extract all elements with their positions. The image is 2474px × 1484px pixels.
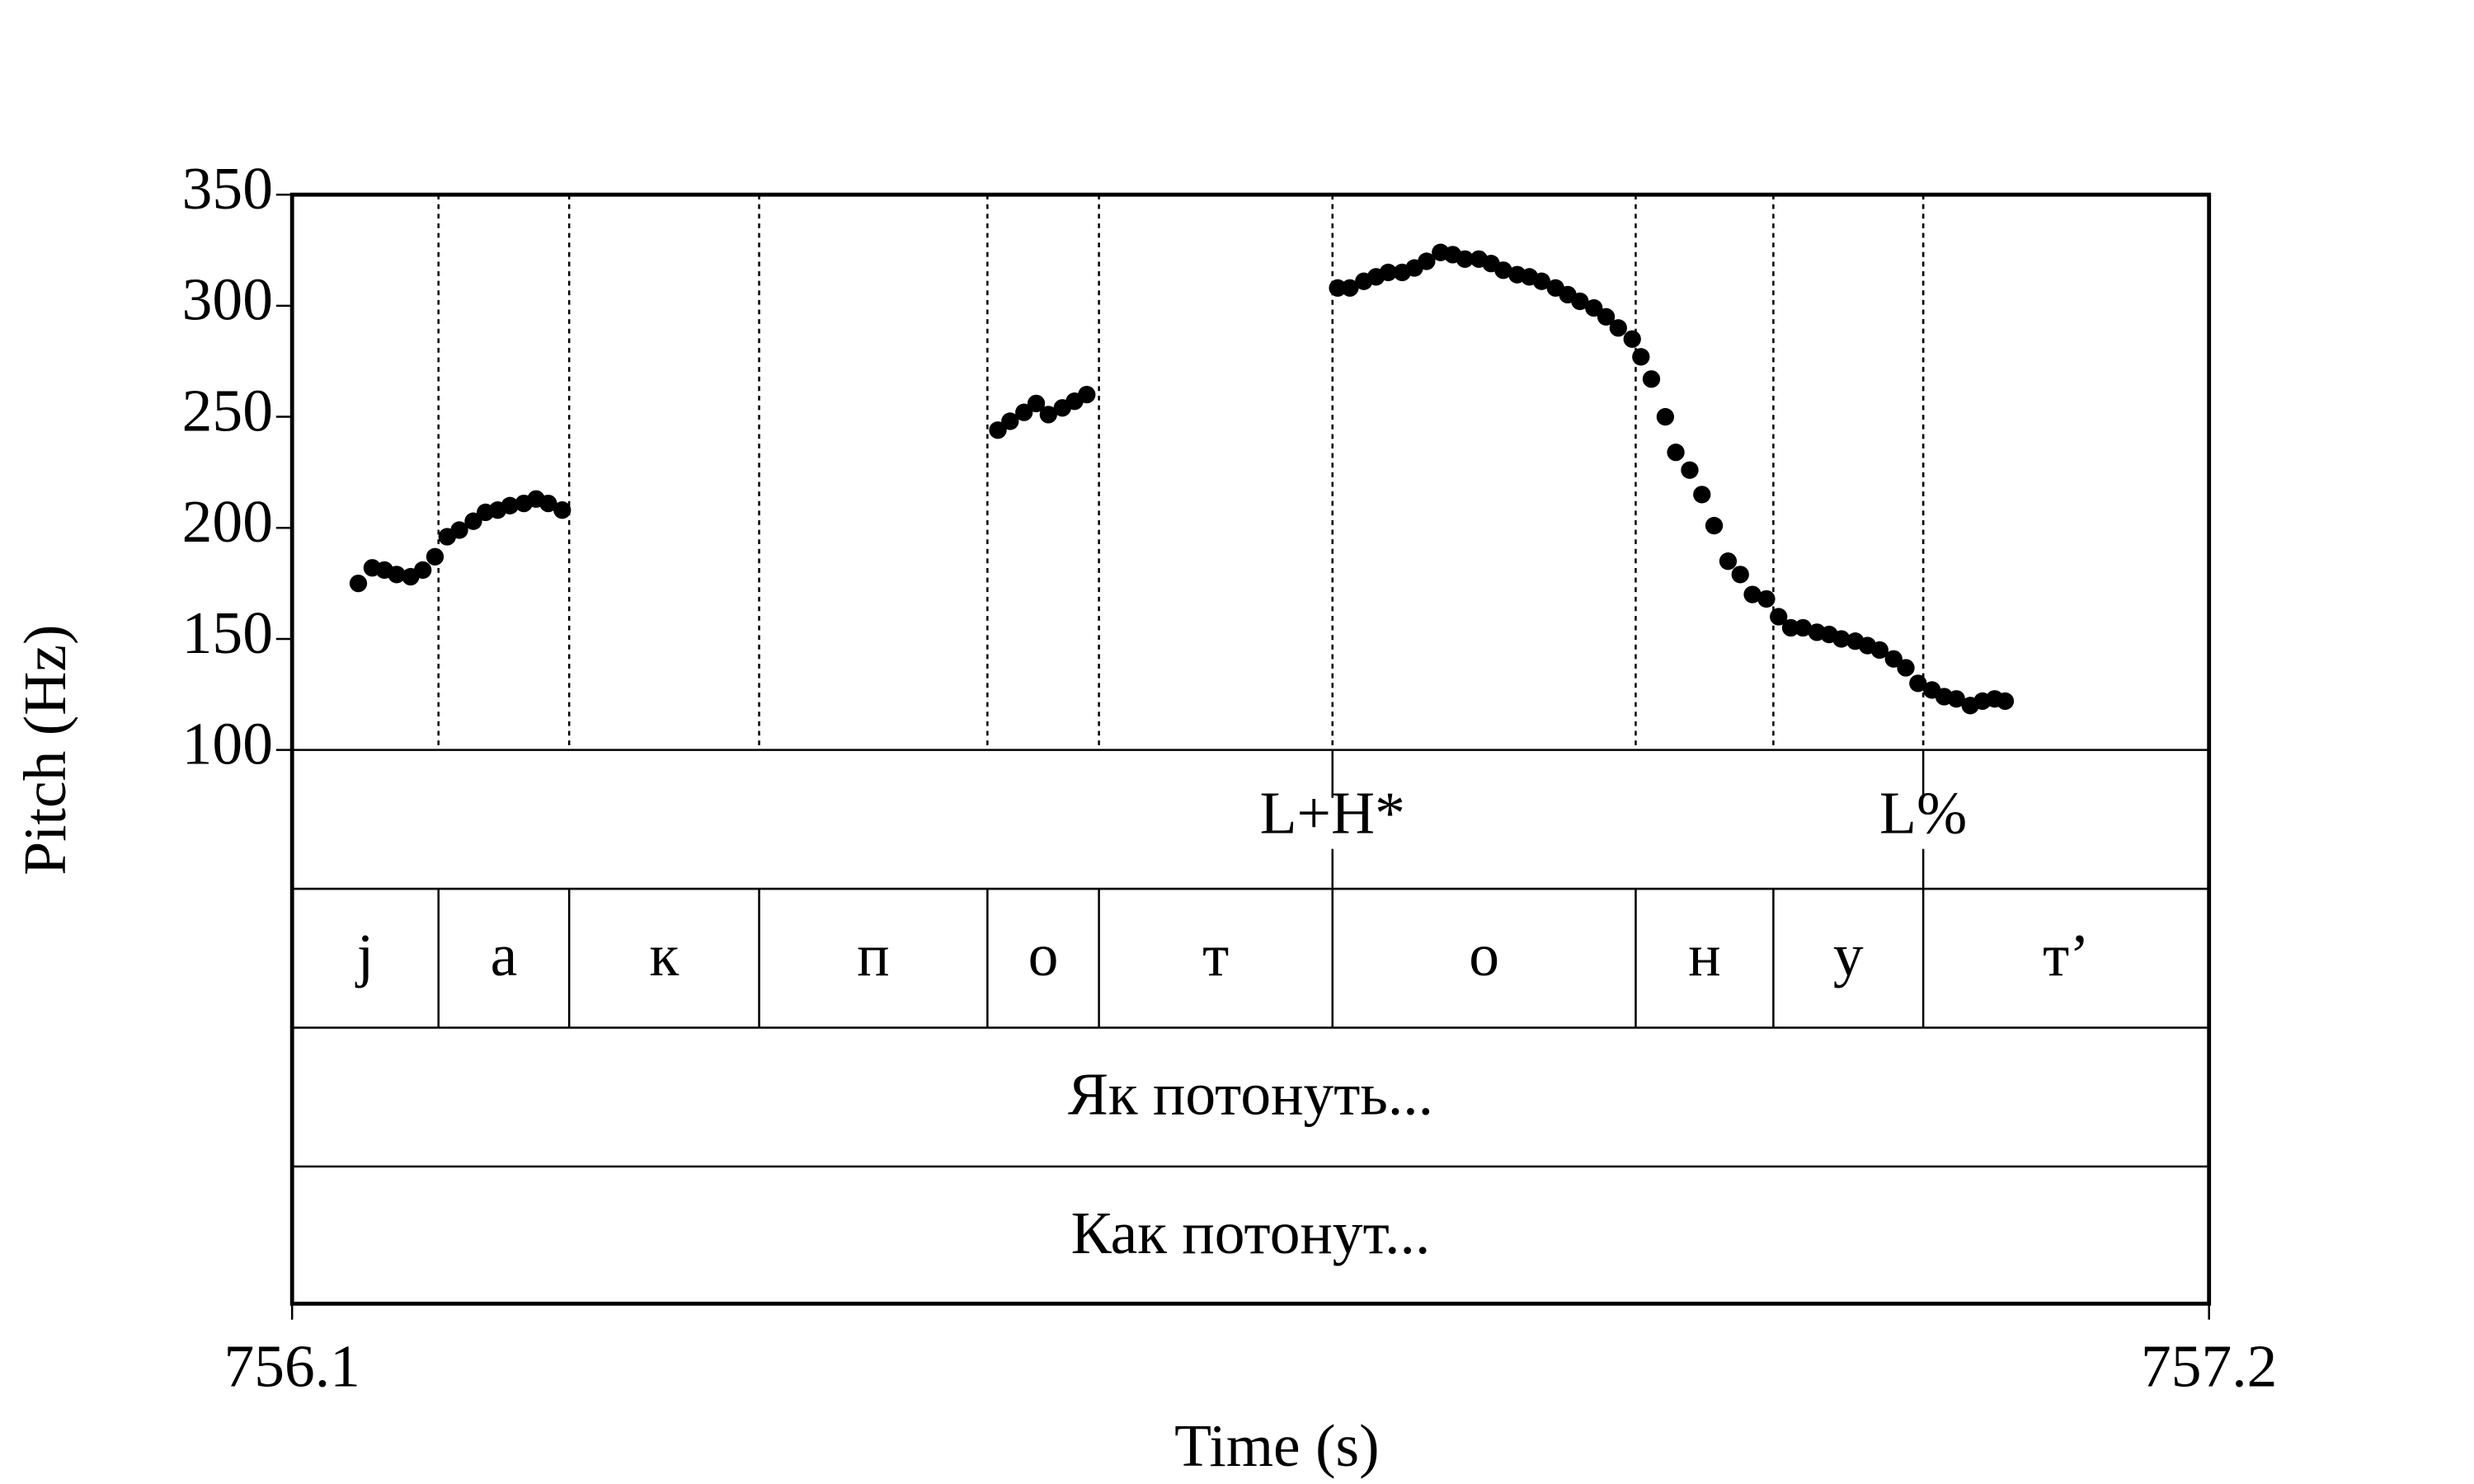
y-axis-label: Pitch (Hz)	[11, 625, 78, 876]
pitch-point	[1039, 406, 1057, 424]
pitch-point	[1001, 412, 1019, 430]
pitch-point	[1743, 585, 1761, 603]
pitch-point	[1027, 394, 1046, 413]
pitch-point	[1996, 692, 2015, 711]
pitch-point	[1681, 461, 1699, 479]
pitch-point	[1656, 407, 1675, 426]
phone-label: т’	[2043, 921, 2090, 989]
word-label: Як потонуть...	[1068, 1059, 1433, 1127]
phone-label: н	[1688, 921, 1720, 989]
x-axis-label: Time (s)	[1174, 1411, 1380, 1479]
tone-label-bg	[1329, 797, 1336, 849]
pitch-point	[1770, 608, 1788, 626]
phone-label: о	[1469, 921, 1499, 989]
x-tick-label: 756.1	[223, 1331, 360, 1399]
pitch-point	[1731, 566, 1749, 584]
pitch-point	[450, 521, 468, 539]
y-tick-label: 250	[182, 376, 273, 444]
pitch-point	[1623, 330, 1641, 348]
pitch-point	[1947, 690, 1965, 708]
word-label: Как потонут...	[1071, 1199, 1431, 1266]
phone-label: о	[1028, 921, 1059, 989]
y-tick-label: 100	[182, 710, 273, 777]
y-tick-label: 350	[182, 154, 273, 222]
pitch-point	[1494, 261, 1512, 279]
pitch-point	[1884, 650, 1903, 668]
pitch-point	[1532, 272, 1551, 290]
pitch-point	[1379, 263, 1398, 282]
pitch-point	[1897, 659, 1915, 677]
pitch-point	[349, 574, 368, 593]
pitch-point	[1705, 516, 1724, 535]
pitch-point	[1794, 618, 1812, 637]
pitch-point	[1015, 403, 1033, 421]
pitch-point	[539, 494, 557, 513]
pitch-point	[414, 561, 432, 580]
pitch-point	[989, 421, 1007, 439]
pitch-point	[1693, 486, 1711, 504]
phone-label: т	[1202, 921, 1229, 989]
pitch-point	[501, 496, 519, 514]
y-tick-label: 150	[182, 599, 273, 666]
pitch-point	[1632, 348, 1650, 366]
pitch-point	[1719, 552, 1738, 571]
pitch-point	[388, 566, 406, 584]
pitch-point	[464, 512, 482, 530]
pitch-point	[1757, 589, 1776, 608]
pitch-point	[1832, 630, 1851, 648]
pitch-point	[1329, 279, 1347, 297]
pitch-point	[1585, 298, 1603, 317]
x-tick-label: 757.2	[2141, 1331, 2277, 1399]
pitch-point	[1667, 444, 1685, 462]
y-tick-label: 300	[182, 265, 273, 333]
pitch-point	[1571, 292, 1589, 311]
pitch-point	[1341, 279, 1359, 297]
frame	[289, 192, 2212, 1306]
pitch-point	[1078, 385, 1096, 404]
pitch-point	[1418, 252, 1436, 270]
tone-label: L+H*	[1260, 779, 1405, 847]
pitch-point	[1781, 618, 1800, 637]
pitch-point	[1642, 370, 1661, 388]
pitch-point	[553, 501, 571, 519]
tone-label: L%	[1879, 779, 1967, 847]
pitch-point	[1597, 308, 1616, 326]
pitch-point	[1456, 250, 1475, 268]
phone-label: у	[1833, 921, 1864, 989]
pitch-point	[1870, 641, 1888, 660]
phone-label: а	[491, 921, 518, 989]
y-tick-label: 200	[182, 487, 273, 555]
pitch-point	[1609, 319, 1627, 337]
pitch-point	[426, 547, 444, 566]
tone-label-bg	[1920, 797, 1927, 849]
phone-label: п	[857, 921, 889, 989]
pitch-point	[1909, 674, 1927, 693]
phone-label: j	[355, 921, 374, 989]
phone-label: к	[649, 921, 679, 989]
